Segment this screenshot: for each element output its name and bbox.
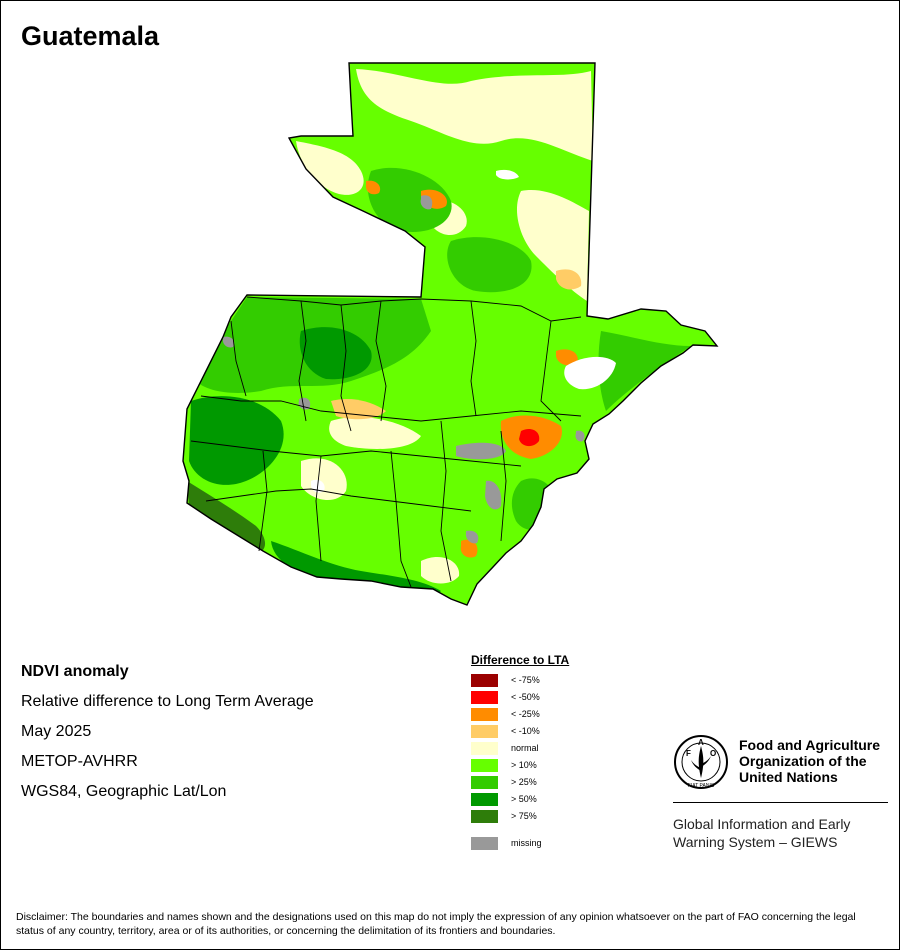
legend-label: < -10%	[511, 726, 540, 736]
legend-label: < -75%	[511, 675, 540, 685]
country-map	[182, 62, 718, 606]
legend-swatch	[471, 674, 498, 687]
organization-name-line: Organization of the	[739, 753, 867, 769]
legend-item: > 75%	[471, 808, 569, 825]
legend-item: normal	[471, 740, 569, 757]
legend-swatch	[471, 708, 498, 721]
legend-item: > 10%	[471, 757, 569, 774]
legend-swatch	[471, 837, 498, 850]
legend-item: > 50%	[471, 791, 569, 808]
legend-items: < -75% < -50% < -25% < -10% normal > 10% > 25%…	[471, 672, 569, 825]
legend-item-missing: missing	[471, 835, 569, 852]
divider	[673, 802, 888, 803]
department-boundaries	[190, 296, 582, 588]
legend-item: > 25%	[471, 774, 569, 791]
legend-swatch	[471, 742, 498, 755]
organization-name-line: Food and Agriculture	[739, 737, 881, 753]
ndvi-anomaly-raster	[183, 63, 717, 605]
legend-item: < -50%	[471, 689, 569, 706]
info-subtitle: Relative difference to Long Term Average	[21, 693, 314, 710]
legend-label: > 10%	[511, 760, 537, 770]
legend-swatch	[471, 810, 498, 823]
legend-label: < -25%	[511, 709, 540, 719]
legend-item: < -25%	[471, 706, 569, 723]
legend-label: < -50%	[511, 692, 540, 702]
legend-label: > 25%	[511, 777, 537, 787]
legend-swatch	[471, 776, 498, 789]
svg-text:A: A	[698, 738, 704, 747]
giews-name-line: Warning System – GIEWS	[673, 834, 838, 850]
legend-label: > 75%	[511, 811, 537, 821]
legend-title: Difference to LTA	[471, 653, 570, 667]
legend-swatch	[471, 691, 498, 704]
disclaimer: Disclaimer: The boundaries and names sho…	[16, 911, 856, 937]
legend-label: > 50%	[511, 794, 537, 804]
fao-logo-icon: F A O FIAT PANIS	[674, 735, 728, 789]
map-info: NDVI anomaly Relative difference to Long…	[21, 657, 314, 807]
legend-item: < -10%	[471, 723, 569, 740]
legend-swatch	[471, 759, 498, 772]
legend: Difference to LTA < -75% < -50% < -25% < -1…	[471, 653, 569, 852]
fao-logo-motto: FIAT PANIS	[688, 783, 715, 789]
legend-label: normal	[511, 743, 539, 753]
giews-name-line: Global Information and Early	[673, 816, 851, 832]
legend-swatch	[471, 725, 498, 738]
map-title: Guatemala	[21, 21, 160, 51]
organization-name-line: United Nations	[739, 769, 838, 785]
info-projection: WGS84, Geographic Lat/Lon	[21, 783, 227, 800]
info-date: May 2025	[21, 723, 92, 740]
info-heading: NDVI anomaly	[21, 663, 129, 680]
organization-name: Food and Agriculture Organization of the…	[739, 737, 880, 785]
svg-text:O: O	[710, 749, 716, 758]
legend-label: missing	[511, 838, 542, 848]
giews-name: Global Information and Early Warning Sys…	[673, 815, 850, 851]
legend-swatch	[471, 793, 498, 806]
legend-item: < -75%	[471, 672, 569, 689]
info-sensor: METOP-AVHRR	[21, 753, 138, 770]
fao-logo-letters: F	[686, 749, 691, 758]
